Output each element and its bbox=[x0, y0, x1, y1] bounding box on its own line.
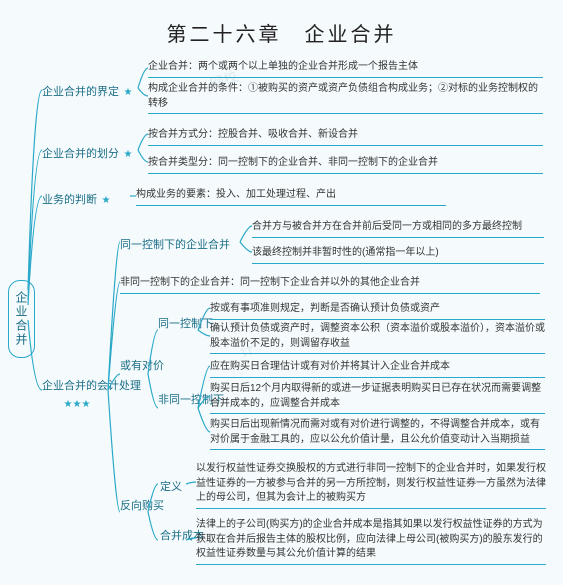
sub-label: 或有对价 bbox=[120, 360, 148, 373]
sub-sub-label: 同一控制下 bbox=[158, 318, 198, 331]
page-title: 第二十六章 企业合并 bbox=[0, 0, 563, 67]
star-icon: ★★★ bbox=[64, 399, 91, 410]
content-line: 法律上的子公司(购买方)的企业合并成本是指其如果以发行权益性证券的方式为获取在合… bbox=[196, 518, 546, 565]
content-line: 构成业务的要素：投入、加工处理过程、产出 bbox=[136, 188, 446, 206]
node-judgement: 业务的判断 ★ bbox=[42, 190, 110, 208]
content-line: 以发行权益性证券交换股权的方式进行非同一控制下的企业合并时，如果发行权益性证券的… bbox=[196, 462, 546, 509]
node-label: 企业合并的划分 bbox=[42, 148, 119, 160]
star-icon: ★ bbox=[123, 149, 132, 160]
sub-label: 同一控制下的企业合并 bbox=[120, 236, 230, 252]
content-line: 购买日后出现新情况而需对或有对价进行调整的，不得调整合并成本，或有对价属于金融工… bbox=[210, 418, 545, 450]
root-node: 企业合并 bbox=[8, 280, 35, 358]
content-line: 应在购买日合理估计或有对价并将其计入企业合并成本 bbox=[210, 360, 545, 378]
content-line: 构成企业合并的条件：①被购买的资产或资产负债组合构成业务；②对标的业务控制权的转… bbox=[148, 82, 543, 114]
content-line: 购买日后12个月内取得新的或进一步证据表明购买日已存在状况而需要调整合并成本的，… bbox=[210, 382, 545, 414]
sub-sub-label: 定义 bbox=[160, 478, 182, 494]
sub-sub-label: 非同一控制下 bbox=[158, 394, 198, 407]
content-line: 按合并类型分：同一控制下的企业合并、非同一控制下的企业合并 bbox=[148, 156, 543, 174]
sub-sub-label: 合并成本 bbox=[160, 530, 188, 543]
node-classification: 企业合并的划分 ★ bbox=[42, 144, 132, 162]
node-definition: 企业合并的界定 ★ bbox=[42, 82, 132, 100]
node-label: 业务的判断 bbox=[42, 194, 97, 206]
content-line: 确认预计负债或资产时，调整资本公积（资本溢价或股本溢价），资本溢价或股本溢价不足… bbox=[210, 322, 545, 354]
star-icon: ★ bbox=[101, 195, 110, 206]
content-line: 按合并方式分：控股合并、吸收合并、新设合并 bbox=[148, 128, 543, 146]
content-line: 企业合并：两个或两个以上单独的企业合并形成一个报告主体 bbox=[148, 60, 543, 78]
star-icon: ★ bbox=[123, 87, 132, 98]
node-label: 企业合并的会计处理 bbox=[42, 380, 141, 392]
content-line: 按或有事项准则规定，判断是否确认预计负债或资产 bbox=[210, 302, 545, 320]
content-line: 非同一控制下的企业合并：同一控制下企业合并以外的其他企业合并 bbox=[120, 276, 540, 294]
node-accounting: 企业合并的会计处理 ★★★ bbox=[42, 376, 112, 412]
content-line: 该最终控制并非暂时性的(通常指一年以上) bbox=[252, 246, 544, 264]
node-label: 企业合并的界定 bbox=[42, 86, 119, 98]
content-line: 合并方与被合并方在合并前后受同一方或相同的多方最终控制 bbox=[252, 220, 544, 238]
sub-label: 反向购买 bbox=[120, 500, 148, 513]
